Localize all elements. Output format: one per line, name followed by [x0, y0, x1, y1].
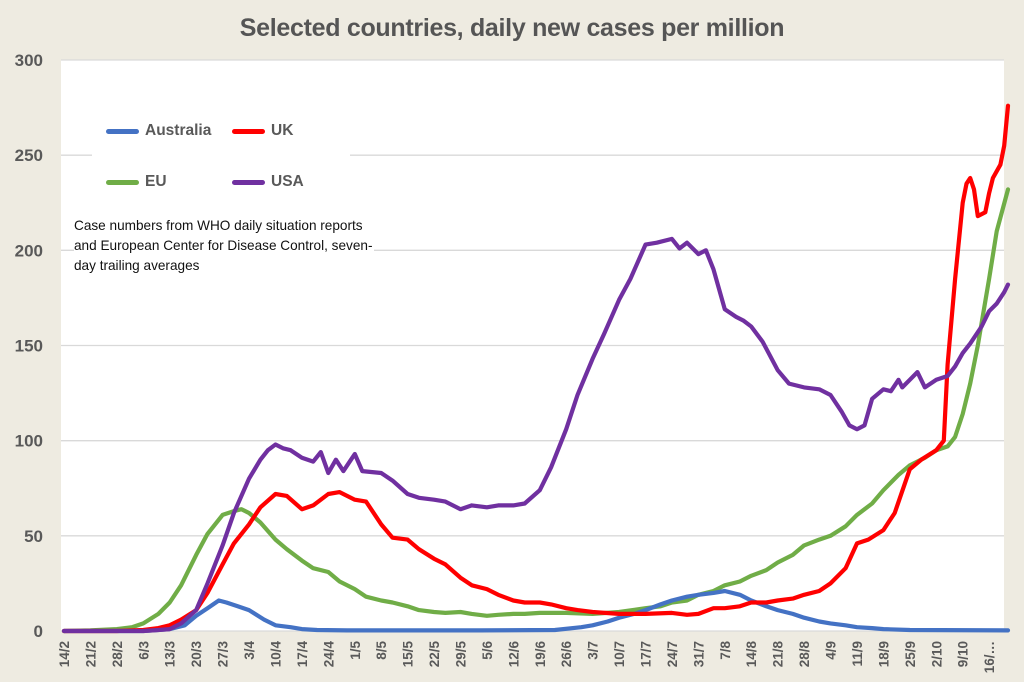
x-tick-label: 10/4 — [268, 641, 283, 668]
x-tick-label: 13/3 — [163, 641, 178, 668]
y-tick-label: 150 — [15, 337, 43, 356]
legend-swatch-australia — [106, 128, 139, 134]
x-tick-label: 16/… — [982, 641, 997, 673]
x-tick-label: 11/9 — [850, 641, 865, 667]
chart-title: Selected countries, daily new cases per … — [239, 14, 785, 42]
x-tick-label: 25/9 — [903, 641, 918, 667]
series-line-usa — [61, 236, 1011, 634]
series-lines — [61, 103, 1011, 634]
source-annotation: Case numbers from WHO daily situation re… — [74, 216, 374, 276]
x-tick-label: 6/3 — [136, 641, 151, 660]
y-tick-label: 200 — [15, 241, 43, 260]
x-axis: 14/2 21/2 28/2 6/3 13/3 20/3 27/3 3/4 10/4 17/4 24… — [57, 641, 997, 674]
x-tick-label: 7/8 — [718, 641, 733, 660]
x-tick-label: 28/2 — [110, 641, 125, 667]
y-axis: 0 50 100 150 200 250 300 — [15, 51, 43, 641]
x-tick-label: 21/8 — [771, 641, 786, 668]
x-tick-label: 19/6 — [533, 641, 548, 668]
x-tick-label: 1/5 — [348, 641, 363, 660]
x-tick-label: 15/5 — [401, 641, 416, 668]
legend-swatch-usa — [232, 179, 265, 185]
x-tick-label: 24/7 — [665, 641, 680, 667]
x-tick-label: 3/7 — [586, 641, 601, 660]
x-tick-label: 27/3 — [216, 641, 231, 668]
x-tick-label: 20/3 — [189, 641, 204, 668]
x-tick-label: 9/10 — [956, 641, 971, 667]
legend-item-uk: UK — [232, 122, 293, 140]
x-tick-label: 12/6 — [506, 641, 521, 668]
legend: Australia UK EU USA — [92, 112, 350, 202]
x-tick-label: 17/7 — [639, 641, 654, 667]
x-tick-label: 2/10 — [929, 641, 944, 667]
x-tick-label: 8/5 — [374, 641, 389, 660]
x-tick-label: 14/2 — [57, 641, 72, 667]
y-tick-label: 0 — [34, 622, 43, 641]
x-tick-label: 14/8 — [744, 641, 759, 668]
x-tick-label: 24/4 — [321, 641, 336, 668]
legend-item-usa: USA — [232, 173, 304, 191]
x-tick-label: 3/4 — [242, 641, 257, 660]
legend-item-eu: EU — [106, 173, 167, 191]
x-tick-label: 18/9 — [876, 641, 891, 667]
x-tick-label: 22/5 — [427, 641, 442, 668]
legend-swatch-uk — [232, 128, 265, 134]
y-tick-label: 100 — [15, 432, 43, 451]
legend-label-usa: USA — [271, 173, 304, 190]
x-tick-label: 10/7 — [612, 641, 627, 667]
x-tick-label: 29/5 — [453, 641, 468, 668]
x-tick-label: 21/2 — [83, 641, 98, 667]
legend-label-uk: UK — [271, 122, 294, 139]
x-tick-label: 28/8 — [797, 641, 812, 668]
legend-item-australia: Australia — [106, 122, 211, 140]
x-tick-label: 31/7 — [691, 641, 706, 667]
y-tick-label: 50 — [24, 527, 43, 546]
legend-swatch-eu — [106, 179, 139, 185]
legend-label-australia: Australia — [145, 122, 212, 139]
y-tick-label: 300 — [15, 51, 43, 70]
y-tick-label: 250 — [15, 146, 43, 165]
x-tick-label: 17/4 — [295, 641, 310, 668]
series-line-eu — [61, 187, 1011, 634]
x-tick-label: 26/6 — [559, 641, 574, 668]
legend-label-eu: EU — [145, 173, 167, 190]
x-tick-label: 4/9 — [824, 641, 839, 660]
x-tick-label: 5/6 — [480, 641, 495, 660]
